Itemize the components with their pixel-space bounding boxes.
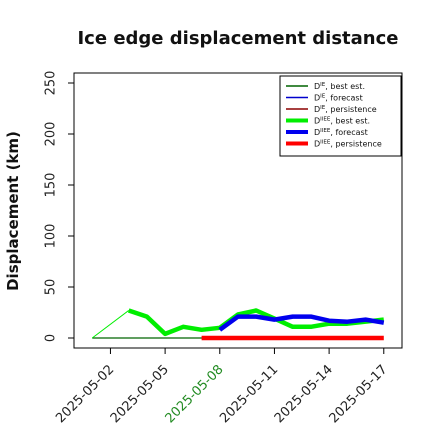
chart-title: Ice edge displacement distance — [77, 28, 398, 49]
y-axis: 0 50 100 150 200 250 — [44, 71, 74, 342]
x-tick-label: 2025-05-17 — [327, 362, 391, 426]
y-tick-label: 250 — [44, 71, 59, 96]
y-tick-label: 200 — [44, 122, 59, 147]
legend-label: DIE, forecast — [314, 94, 363, 103]
series-d-iiee-best-est-line — [127, 308, 385, 337]
x-axis: 2025-05-022025-05-052025-05-082025-05-11… — [53, 348, 391, 426]
y-tick-label: 50 — [44, 279, 59, 296]
legend-label: DIE, best est. — [314, 82, 365, 91]
series-layer — [91, 308, 385, 341]
y-tick-label: 100 — [44, 224, 59, 249]
y-axis-label: Displacement (km) — [4, 131, 22, 291]
legend-label: DIE, persistence — [314, 105, 377, 114]
y-tick-label: 150 — [44, 173, 59, 198]
legend-label: DIIEE, forecast — [314, 128, 368, 137]
series-d-iiee-forecast-line — [218, 314, 385, 332]
y-tick-label: 0 — [44, 334, 59, 342]
legend: DIE, best est. DIE, forecast DIE, persiste… — [279, 75, 402, 157]
series-connector-line — [91, 310, 129, 339]
legend-label: DIIEE, persistence — [314, 140, 382, 149]
plot-frame — [73, 72, 403, 349]
legend-label: DIIEE, best est. — [314, 117, 370, 126]
